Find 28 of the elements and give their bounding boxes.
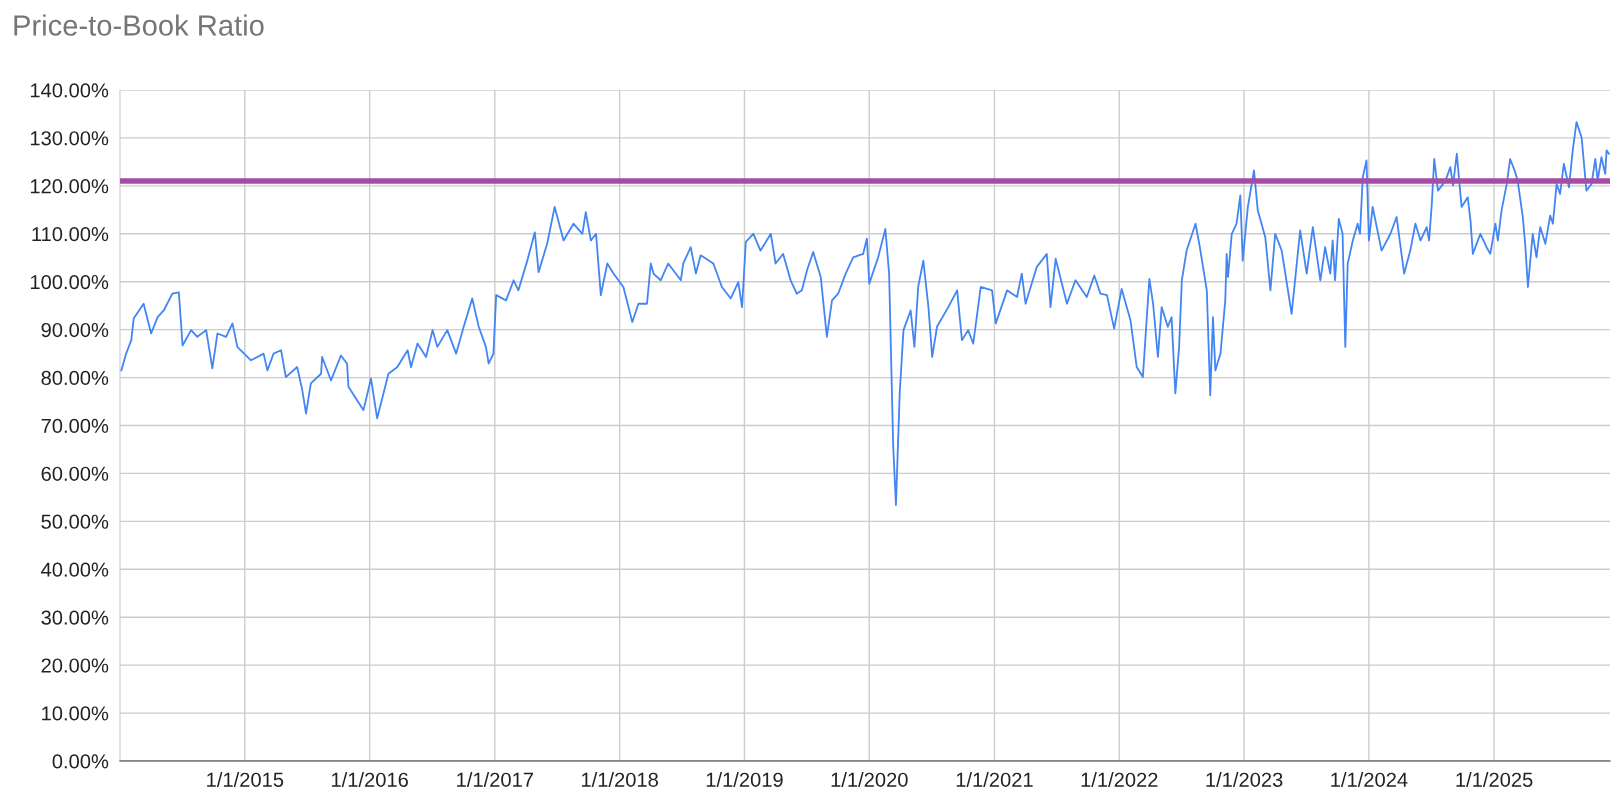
x-tick-label: 1/1/2021 — [956, 772, 1033, 787]
y-tick-label: 90.00% — [41, 322, 109, 338]
y-tick-label: 100.00% — [30, 274, 109, 290]
x-tick-label: 1/1/2016 — [331, 772, 408, 787]
y-tick-label: 140.00% — [30, 83, 109, 98]
chart-title: Price-to-Book Ratio — [14, 14, 264, 36]
x-tick-label: 1/1/2015 — [207, 772, 284, 787]
y-tick-label: 60.00% — [41, 466, 109, 481]
line-series — [120, 121, 1610, 506]
y-tick-label: 30.00% — [41, 610, 109, 625]
x-tick-label: 1/1/2025 — [1456, 772, 1533, 787]
x-tick-label: 1/1/2019 — [706, 772, 783, 787]
x-tick-label: 1/1/2017 — [457, 772, 533, 787]
y-tick-label: 120.00% — [30, 179, 109, 194]
y-tick-label: 70.00% — [41, 418, 109, 433]
y-tick-label: 40.00% — [41, 562, 109, 577]
y-tick-label: 0.00% — [52, 754, 109, 769]
y-tick-label: 110.00% — [32, 227, 109, 242]
x-tick-label: 1/1/2020 — [831, 772, 908, 787]
y-tick-label: 20.00% — [41, 658, 109, 673]
x-tick-label: 1/1/2022 — [1081, 772, 1158, 787]
y-tick-label: 80.00% — [41, 370, 109, 386]
x-tick-label: 1/1/2023 — [1206, 772, 1283, 787]
y-tick-label: 50.00% — [41, 514, 109, 529]
y-tick-label: 10.00% — [42, 706, 109, 721]
x-tick-label: 1/1/2018 — [581, 772, 658, 787]
x-tick-label: 1/1/2024 — [1331, 772, 1408, 787]
y-tick-label: 130.00% — [30, 131, 109, 146]
